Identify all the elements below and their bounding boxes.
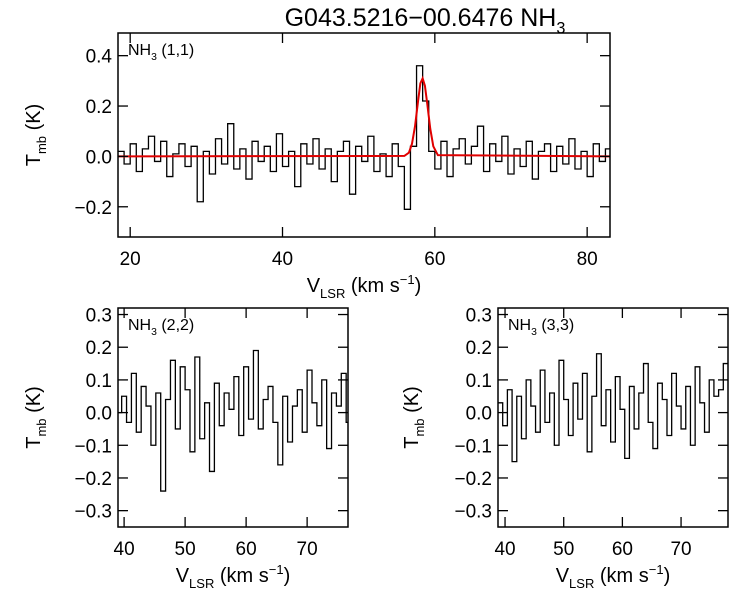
x-tick-label: 60 (612, 539, 633, 560)
chart-title: G043.5216−00.6476 NH3 (285, 4, 566, 38)
y-tick-label: 0.3 (466, 306, 492, 327)
plot-frame (497, 307, 729, 528)
y-axis-label: Tmb (K) (23, 386, 49, 449)
annotation: NH3 (3,3) (508, 317, 574, 338)
y-tick-label: −0.2 (454, 469, 492, 490)
chart-title-main: G043.5216−00.6476 NH (285, 4, 557, 32)
chart-title-sub: 3 (556, 20, 565, 38)
y-tick-label: 0.2 (86, 338, 112, 359)
y-axis-label-rest: (K) (23, 104, 45, 136)
x-axis-label-rest: (km s (594, 565, 648, 587)
x-axis-label-rest: (km s (214, 565, 268, 587)
y-axis-label-main: T (23, 154, 45, 166)
spectrum-line (118, 349, 348, 492)
y-tick-label: −0.1 (74, 436, 112, 457)
y-axis-label: Tmb (K) (23, 104, 49, 167)
x-axis-label-end: ) (664, 565, 671, 587)
spectrum-line (498, 353, 728, 463)
x-axis-label-main: V (556, 565, 570, 587)
panel: 40 50 60 70 −0.3 −0.2 −0.1 0.0 0.1 0.2 0.3 (454, 306, 729, 560)
y-tick-label: 0.4 (86, 47, 113, 68)
fit-line (117, 75, 611, 158)
x-tick-label: 70 (297, 539, 318, 560)
y-tick-label: 0.0 (86, 404, 112, 425)
y-tick-label: 0.3 (86, 306, 112, 327)
x-axis-label-rest: (km s (345, 275, 399, 297)
y-axis-label-rest: (K) (401, 386, 423, 418)
annotation-sub: 3 (151, 327, 157, 338)
x-tick-label: 70 (670, 539, 691, 560)
annotation-main: NH (508, 317, 531, 334)
y-tick-label: 0.0 (466, 404, 492, 425)
y-tick-label: −0.3 (74, 502, 112, 523)
spectrum-line (118, 65, 610, 210)
x-tick-label: 20 (120, 249, 141, 270)
x-tick-label: 50 (553, 539, 574, 560)
y-tick-label: 0.1 (466, 371, 492, 392)
x-tick-label: 40 (272, 249, 293, 270)
annotation-rest: (2,2) (157, 317, 194, 334)
x-axis-label: VLSR (km s−1) (556, 562, 671, 591)
annotation-main: NH (128, 317, 151, 334)
x-axis-label-sub: LSR (320, 286, 345, 301)
y-tick-label: −0.2 (74, 198, 112, 219)
panel: 20 40 60 80 −0.2 0.0 0.2 0.4 (74, 32, 611, 270)
y-tick-label: 0.0 (86, 147, 112, 168)
x-axis-label-main: V (176, 565, 190, 587)
annotation: NH3 (2,2) (128, 317, 194, 338)
panel: 40 50 60 70 −0.3 −0.2 −0.1 0.0 0.1 0.2 0.3 (74, 306, 349, 560)
x-axis-label-sup: −1 (400, 272, 415, 287)
y-tick-label: 0.2 (86, 97, 112, 118)
plot-frame (117, 307, 349, 528)
x-tick-label: 40 (114, 539, 135, 560)
y-tick-label: 0.2 (466, 338, 492, 359)
y-tick-label: −0.1 (454, 436, 492, 457)
annotation-rest: (1,1) (157, 42, 194, 59)
annotation: NH3 (1,1) (128, 42, 194, 63)
annotation-sub: 3 (531, 327, 537, 338)
x-axis-label: VLSR (km s−1) (176, 562, 291, 591)
x-axis-label: VLSR (km s−1) (307, 272, 422, 301)
y-axis-label-rest: (K) (23, 386, 45, 418)
x-tick-label: 80 (577, 249, 598, 270)
annotation-rest: (3,3) (537, 317, 574, 334)
x-tick-label: 40 (494, 539, 515, 560)
plot-frame (117, 32, 611, 238)
y-axis-label-main: T (401, 437, 423, 449)
annotation-main: NH (128, 42, 151, 59)
x-axis-label-end: ) (284, 565, 291, 587)
x-axis-label-sub: LSR (569, 576, 594, 591)
y-axis-label-main: T (23, 437, 45, 449)
y-axis-label-sub: mb (34, 418, 49, 436)
x-axis-label-sub: LSR (189, 576, 214, 591)
annotation-sub: 3 (151, 52, 157, 63)
x-axis-label-sup: −1 (269, 562, 284, 577)
y-tick-label: −0.3 (454, 502, 492, 523)
x-tick-label: 60 (236, 539, 257, 560)
y-tick-label: −0.2 (74, 469, 112, 490)
y-axis-label-sub: mb (34, 136, 49, 154)
x-axis-label-sup: −1 (649, 562, 664, 577)
x-tick-label: 60 (424, 249, 445, 270)
y-tick-label: 0.1 (86, 371, 112, 392)
y-axis-label: Tmb (K) (401, 386, 427, 449)
x-axis-label-end: ) (415, 275, 422, 297)
x-axis-label-main: V (307, 275, 321, 297)
x-tick-label: 50 (175, 539, 196, 560)
y-axis-label-sub: mb (412, 418, 427, 436)
